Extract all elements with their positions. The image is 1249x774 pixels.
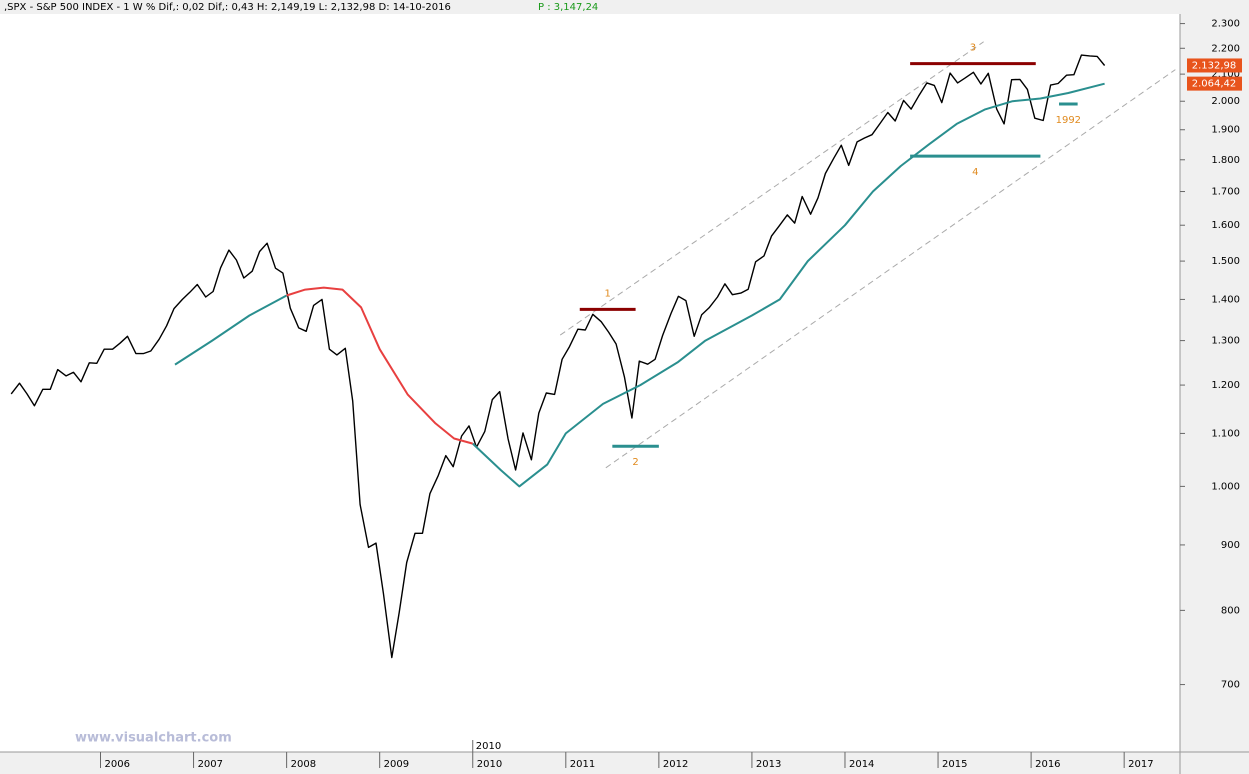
x-tick-label: 2006 <box>105 759 130 770</box>
y-tick-label: 1.000 <box>1211 481 1240 492</box>
y-tick-label: 2.300 <box>1211 19 1240 30</box>
level-label: 2 <box>632 457 638 468</box>
price-tag-label: 2.064,42 <box>1192 79 1237 90</box>
y-tick-label: 1.600 <box>1211 220 1240 231</box>
header-bar <box>0 0 1249 14</box>
level-label: 1992 <box>1056 115 1081 126</box>
y-tick-label: 1.900 <box>1211 125 1240 136</box>
x-tick-label: 2011 <box>570 759 595 770</box>
x-tick-label: 2007 <box>198 759 223 770</box>
y-tick-label: 1.100 <box>1211 428 1240 439</box>
level-label: 1 <box>604 288 610 299</box>
trendline <box>605 69 1176 469</box>
y-tick-label: 800 <box>1221 605 1240 616</box>
y-tick-label: 1.300 <box>1211 336 1240 347</box>
x-tick-label: 2014 <box>849 759 874 770</box>
watermark: www.visualchart.com <box>75 731 232 746</box>
y-tick-label: 1.800 <box>1211 155 1240 166</box>
y-tick-label: 1.200 <box>1211 380 1240 391</box>
x-tick-label: 2012 <box>663 759 688 770</box>
y-tick-label: 1.700 <box>1211 187 1240 198</box>
series-line <box>10 54 1106 659</box>
header-text: ,SPX - S&P 500 INDEX - 1 W % Dif,: 0,02 … <box>4 2 451 13</box>
level-label: 4 <box>972 167 978 178</box>
y-tick-label: 1.400 <box>1211 294 1240 305</box>
x-tick-label: 2008 <box>291 759 316 770</box>
y-axis-panel <box>1180 14 1249 774</box>
level-label: 3 <box>970 43 976 54</box>
x-tick-label: 2015 <box>942 759 967 770</box>
trendline <box>559 41 984 336</box>
y-tick-label: 700 <box>1221 680 1240 691</box>
x-tick-label: 2016 <box>1035 759 1060 770</box>
price-tag-label: 2.132,98 <box>1192 60 1237 71</box>
x-tick-label: 2013 <box>756 759 781 770</box>
x-axis-panel <box>0 752 1249 774</box>
header-p: P : 3,147,24 <box>538 2 598 13</box>
price-tag <box>1187 76 1242 91</box>
y-tick-label: 2.000 <box>1211 96 1240 107</box>
series-line <box>174 82 1105 488</box>
y-tick-label: 1.500 <box>1211 256 1240 267</box>
x-tick-label: 2010 <box>477 759 502 770</box>
y-tick-label: 900 <box>1221 540 1240 551</box>
y-tick-label: 2.100 <box>1211 69 1240 80</box>
price-tag <box>1187 58 1242 73</box>
x-tick-label: 2017 <box>1128 759 1153 770</box>
x-tick-label: 2009 <box>384 759 409 770</box>
series-line <box>286 286 473 445</box>
cursor-label: 2010 <box>476 741 501 752</box>
y-tick-label: 2.200 <box>1211 43 1240 54</box>
